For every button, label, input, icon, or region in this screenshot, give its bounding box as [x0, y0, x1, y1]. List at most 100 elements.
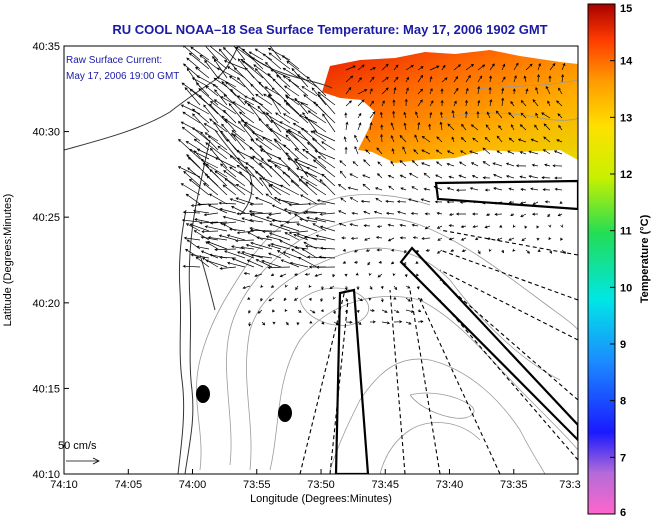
- current-vector: [344, 285, 348, 291]
- current-vector: [285, 134, 300, 151]
- current-vector: [381, 87, 389, 95]
- current-vector: [453, 100, 457, 107]
- current-vector: [248, 321, 252, 327]
- current-vector: [413, 149, 419, 155]
- current-vector: [305, 150, 327, 169]
- current-vector: [270, 242, 291, 250]
- current-vector: [227, 66, 246, 79]
- current-vector: [470, 124, 479, 131]
- current-vector: [294, 272, 299, 276]
- current-vector: [489, 63, 495, 71]
- current-vector: [423, 187, 431, 191]
- current-vector: [403, 111, 407, 119]
- current-vector: [341, 236, 347, 240]
- y-tick-label: 40:10: [32, 469, 60, 481]
- current-vector: [254, 68, 273, 88]
- current-vector: [415, 261, 419, 264]
- current-vector: [224, 178, 246, 196]
- current-vector: [261, 321, 266, 326]
- current-vector: [249, 218, 264, 223]
- current-vector: [470, 162, 479, 167]
- current-vector: [450, 249, 455, 252]
- current-vector: [343, 136, 347, 143]
- current-vector: [213, 58, 228, 79]
- current-vector: [417, 66, 424, 71]
- current-vector: [496, 150, 503, 155]
- current-vector: [294, 213, 309, 223]
- current-vector: [390, 122, 395, 131]
- current-vector: [296, 232, 318, 241]
- current-vector: [493, 187, 503, 191]
- current-vector: [267, 266, 291, 270]
- current-vector: [332, 296, 336, 300]
- current-vector: [436, 225, 443, 229]
- current-vector: [508, 237, 515, 241]
- current-vector: [296, 223, 318, 232]
- current-vector: [206, 240, 228, 250]
- current-vector: [319, 212, 336, 216]
- current-vector: [307, 110, 327, 124]
- current-vector: [206, 175, 228, 196]
- current-vector: [453, 76, 459, 83]
- current-vector: [307, 202, 327, 206]
- current-vector: [536, 74, 540, 83]
- current-vector: [477, 64, 486, 71]
- current-vector: [520, 112, 527, 119]
- current-vector: [508, 187, 515, 191]
- current-vector: [412, 236, 419, 240]
- current-vector: [357, 321, 362, 325]
- current-vector: [365, 135, 371, 143]
- current-vector: [363, 159, 371, 167]
- current-vector: [271, 87, 291, 106]
- current-vector: [484, 225, 491, 229]
- current-vector: [319, 225, 336, 232]
- current-vector: [523, 75, 527, 83]
- current-vector: [472, 137, 479, 143]
- colorbar-tick-label: 6: [620, 507, 626, 519]
- current-vector: [440, 99, 444, 107]
- current-vector: [496, 135, 503, 143]
- current-vector: [262, 111, 282, 124]
- current-vector: [219, 266, 237, 270]
- current-vector: [228, 227, 246, 232]
- current-vector: [268, 212, 282, 216]
- current-vector: [258, 118, 273, 133]
- current-vector: [183, 236, 201, 241]
- colorbar: 15 14 13 12 11 10 9 8 7 6 Temperature (°C): [587, 3, 651, 519]
- current-vector: [201, 230, 219, 234]
- current-vector: [513, 75, 517, 83]
- current-vector: [355, 272, 359, 276]
- current-vector: [446, 150, 455, 155]
- current-vector: [241, 60, 264, 79]
- current-vector: [436, 136, 443, 143]
- current-vector: [536, 237, 540, 241]
- current-vector: [203, 123, 219, 133]
- current-vector: [285, 321, 289, 326]
- current-vector: [255, 196, 273, 205]
- current-vector: [536, 225, 540, 229]
- x-tick-label: 73:45: [371, 479, 399, 491]
- current-vector: [274, 164, 291, 178]
- current-vector: [414, 134, 419, 143]
- current-vector: [404, 98, 408, 107]
- current-vector: [180, 183, 201, 196]
- current-vector: [270, 273, 275, 277]
- current-vector: [393, 309, 400, 313]
- current-vector: [553, 150, 563, 155]
- current-vector: [320, 297, 324, 303]
- current-vector: [193, 230, 210, 241]
- current-vector: [417, 309, 422, 313]
- current-vector: [411, 160, 419, 167]
- current-vector: [400, 187, 407, 191]
- current-vector: [304, 272, 311, 276]
- current-vector: [349, 197, 359, 203]
- current-vector: [317, 156, 336, 169]
- current-vector: [357, 64, 365, 71]
- current-vector: [226, 138, 246, 160]
- current-vector: [508, 200, 515, 204]
- current-vector: [321, 321, 325, 325]
- current-vector: [239, 171, 255, 187]
- current-vector: [308, 284, 312, 288]
- current-vector: [262, 53, 282, 70]
- current-vector: [247, 231, 264, 241]
